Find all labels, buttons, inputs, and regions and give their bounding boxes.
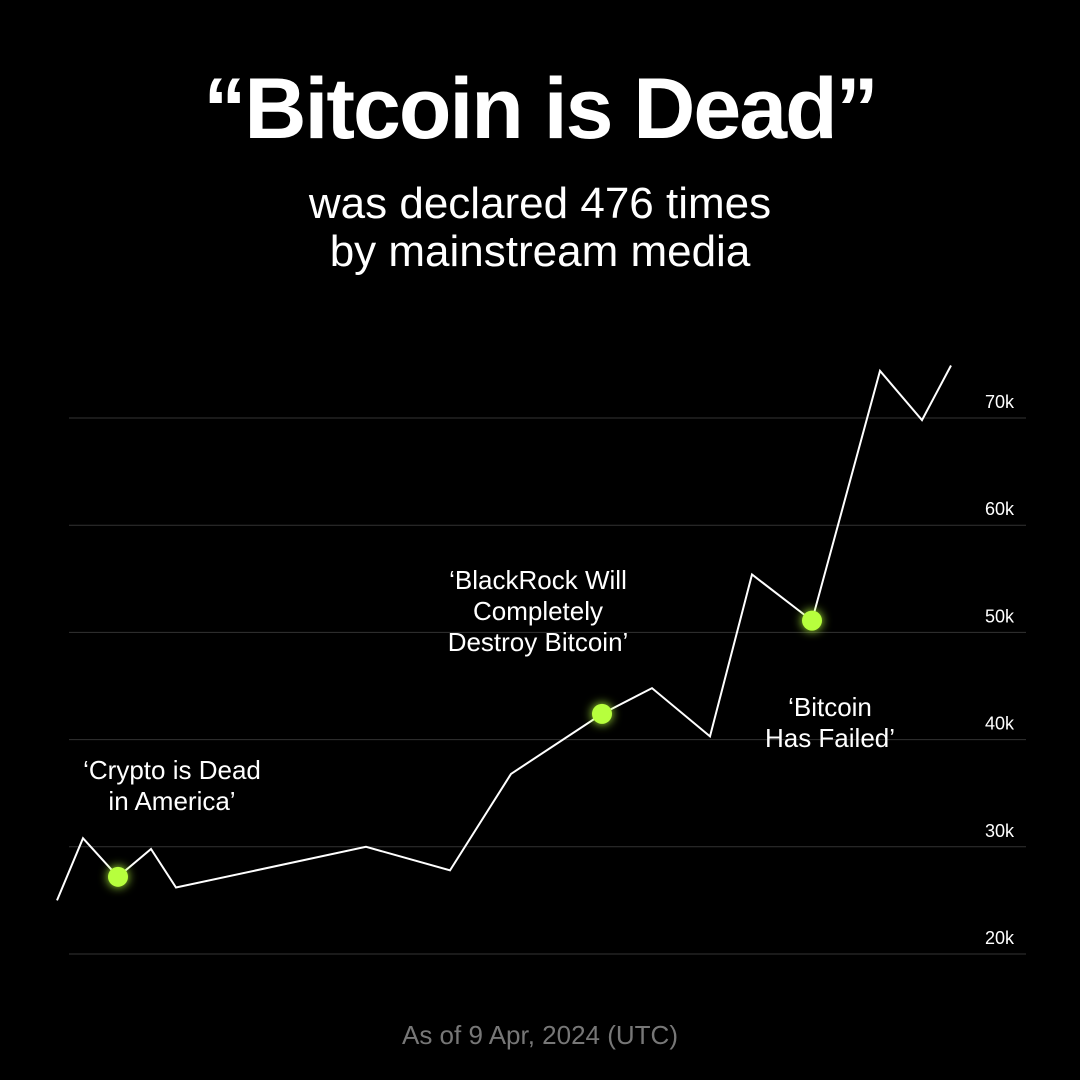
annotation-labels: ‘Crypto is Dead in America’ ‘BlackRock Wil… — [83, 565, 895, 816]
price-series — [56, 365, 952, 901]
annotation-markers — [108, 610, 822, 887]
y-tick-label: 20k — [985, 928, 1015, 948]
annotation-marker — [802, 610, 822, 631]
y-tick-label: 40k — [985, 714, 1015, 734]
y-tick-label: 50k — [985, 606, 1015, 626]
annotation-label: ‘BlackRock Will Completely Destroy Bitcoin… — [448, 565, 629, 657]
annotation-marker — [592, 703, 612, 724]
grid-lines — [69, 417, 1026, 955]
y-axis-ticks: 20k 30k 40k 50k 60k 70k — [985, 392, 1015, 948]
page-subtitle: was declared 476 times by mainstream med… — [0, 180, 1080, 276]
page-title: “Bitcoin is Dead” — [203, 61, 878, 157]
subtitle-line-1: was declared 476 times — [308, 179, 772, 228]
as-of-note: As of 9 Apr, 2024 (UTC) — [401, 1020, 678, 1050]
series-line — [56, 365, 952, 901]
subtitle-line-2: by mainstream media — [329, 227, 751, 276]
annotation-marker — [108, 866, 128, 887]
y-tick-label: 30k — [985, 821, 1015, 841]
y-tick-label: 60k — [985, 499, 1015, 519]
annotation-label: ‘Bitcoin Has Failed’ — [765, 692, 895, 753]
y-tick-label: 70k — [985, 392, 1015, 412]
annotation-label: ‘Crypto is Dead in America’ — [83, 755, 261, 816]
